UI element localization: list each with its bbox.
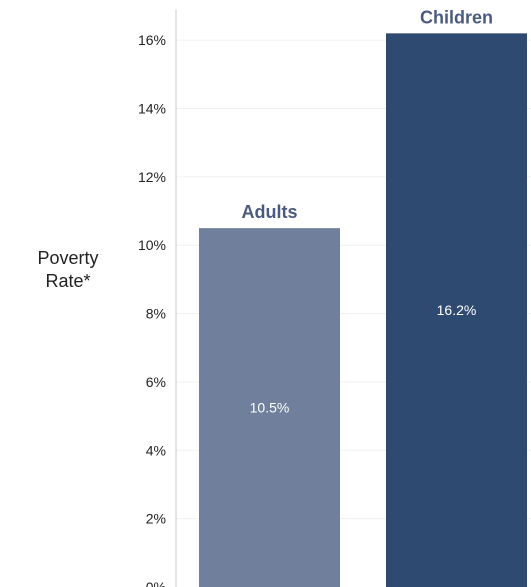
y-tick-label: 6% [146, 374, 166, 390]
y-tick-label: 16% [138, 32, 166, 48]
y-tick-label: 12% [138, 169, 166, 185]
value-label-children: 16.2% [437, 302, 477, 318]
bar-adults [199, 228, 340, 587]
y-tick-label: 8% [146, 306, 166, 322]
category-label-children: Children [420, 7, 493, 27]
y-tick-label: 14% [138, 101, 166, 117]
y-axis-label-line-2: Rate* [45, 271, 90, 291]
value-label-adults: 10.5% [250, 400, 290, 416]
bars: Adults 10.5% Children 16.2% [199, 7, 527, 587]
y-tick-label: 0% [146, 579, 166, 587]
y-tick-label: 10% [138, 237, 166, 253]
y-tick-label: 4% [146, 442, 166, 458]
y-tick-label: 2% [146, 511, 166, 527]
y-axis-ticks: 0% 2% 4% 6% 8% 10% 12% 14% 16% [138, 32, 166, 587]
bar-children [386, 33, 527, 587]
y-axis-label-line-1: Poverty [37, 248, 98, 268]
category-label-adults: Adults [242, 202, 298, 222]
